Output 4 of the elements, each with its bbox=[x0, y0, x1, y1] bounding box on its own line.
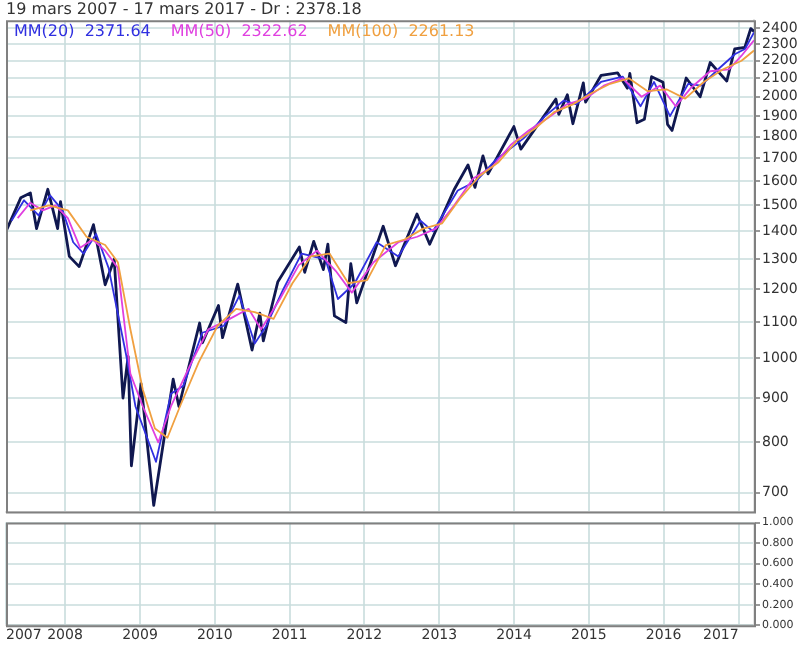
text: MM(100) 2261.13 bbox=[327, 22, 475, 41]
text: MM(20) 2371.64 bbox=[14, 22, 151, 41]
text: MM(50) 2322.62 bbox=[170, 22, 308, 41]
chart-title: 19 mars 2007 - 17 mars 2017 - Dr : 2378.18 bbox=[6, 0, 362, 18]
